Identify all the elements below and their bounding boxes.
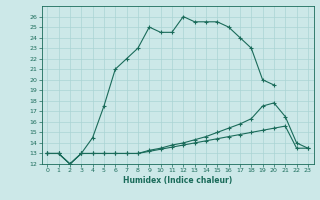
X-axis label: Humidex (Indice chaleur): Humidex (Indice chaleur) xyxy=(123,176,232,185)
